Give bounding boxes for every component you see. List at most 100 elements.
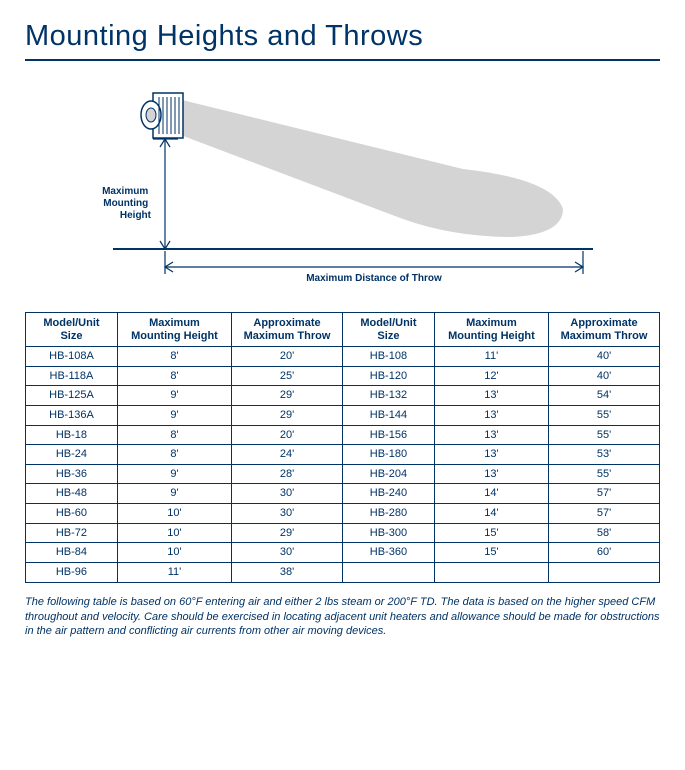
footnote: The following table is based on 60°F ent… xyxy=(25,595,660,640)
title-rule xyxy=(25,59,660,61)
table-cell: HB-118A xyxy=(26,366,118,386)
unit-heater-icon xyxy=(141,93,183,138)
table-cell: 25' xyxy=(232,366,343,386)
col-throw-left: ApproximateMaximum Throw xyxy=(232,313,343,347)
table-row: HB-8410'30'HB-36015'60' xyxy=(26,543,660,563)
table-cell: HB-18 xyxy=(26,425,118,445)
table-row: HB-489'30'HB-24014'57' xyxy=(26,484,660,504)
table-cell: HB-24 xyxy=(26,445,118,465)
col-height-left: MaximumMounting Height xyxy=(117,313,231,347)
table-cell: HB-72 xyxy=(26,523,118,543)
table-cell: 30' xyxy=(232,504,343,524)
table-cell: HB-240 xyxy=(342,484,434,504)
table-row: HB-108A8'20'HB-10811'40' xyxy=(26,347,660,367)
table-cell: 9' xyxy=(117,405,231,425)
table-cell: HB-360 xyxy=(342,543,434,563)
throw-distance-dimension xyxy=(165,251,583,274)
table-cell: 11' xyxy=(117,563,231,583)
table-cell: 8' xyxy=(117,347,231,367)
table-cell: 29' xyxy=(232,523,343,543)
table-cell: 12' xyxy=(434,366,548,386)
table-cell: HB-84 xyxy=(26,543,118,563)
table-row: HB-136A9'29'HB-14413'55' xyxy=(26,405,660,425)
table-row: HB-6010'30'HB-28014'57' xyxy=(26,504,660,524)
table-cell: 14' xyxy=(434,484,548,504)
table-cell: 14' xyxy=(434,504,548,524)
col-model-right: Model/UnitSize xyxy=(342,313,434,347)
table-cell: HB-280 xyxy=(342,504,434,524)
table-cell: HB-180 xyxy=(342,445,434,465)
airflow-plume xyxy=(178,99,563,237)
table-cell: HB-36 xyxy=(26,464,118,484)
col-height-right: MaximumMounting Height xyxy=(434,313,548,347)
table-row: HB-118A8'25'HB-12012'40' xyxy=(26,366,660,386)
col-throw-right: ApproximateMaximum Throw xyxy=(549,313,660,347)
table-cell: 58' xyxy=(549,523,660,543)
table-cell: HB-125A xyxy=(26,386,118,406)
table-cell: HB-136A xyxy=(26,405,118,425)
table-cell: HB-48 xyxy=(26,484,118,504)
table-cell: 55' xyxy=(549,464,660,484)
table-cell: 9' xyxy=(117,464,231,484)
table-cell xyxy=(434,563,548,583)
table-cell xyxy=(342,563,434,583)
table-cell: 30' xyxy=(232,484,343,504)
table-cell: 9' xyxy=(117,386,231,406)
table-cell: 54' xyxy=(549,386,660,406)
table-cell: 20' xyxy=(232,425,343,445)
table-cell: 38' xyxy=(232,563,343,583)
table-cell: HB-108 xyxy=(342,347,434,367)
table-cell: 24' xyxy=(232,445,343,465)
table-cell: 20' xyxy=(232,347,343,367)
table-cell: 13' xyxy=(434,386,548,406)
table-cell: HB-132 xyxy=(342,386,434,406)
table-cell: 13' xyxy=(434,405,548,425)
table-cell: 57' xyxy=(549,504,660,524)
table-cell: 15' xyxy=(434,543,548,563)
table-cell: 40' xyxy=(549,366,660,386)
throw-diagram: Maximum Mounting Height Maximum Distance… xyxy=(83,79,603,294)
table-cell: 53' xyxy=(549,445,660,465)
table-cell: 55' xyxy=(549,425,660,445)
table-cell: 10' xyxy=(117,543,231,563)
table-cell: 15' xyxy=(434,523,548,543)
spec-table: Model/UnitSize MaximumMounting Height Ap… xyxy=(25,312,660,583)
table-cell: 29' xyxy=(232,386,343,406)
table-row: HB-7210'29'HB-30015'58' xyxy=(26,523,660,543)
table-cell: 8' xyxy=(117,425,231,445)
page-title: Mounting Heights and Throws xyxy=(25,20,660,53)
table-cell: 10' xyxy=(117,504,231,524)
table-row: HB-125A9'29'HB-13213'54' xyxy=(26,386,660,406)
table-cell: HB-60 xyxy=(26,504,118,524)
table-cell: HB-108A xyxy=(26,347,118,367)
col-model-left: Model/UnitSize xyxy=(26,313,118,347)
mounting-height-dimension xyxy=(153,139,178,249)
table-row: HB-248'24'HB-18013'53' xyxy=(26,445,660,465)
table-cell: 29' xyxy=(232,405,343,425)
table-cell: HB-96 xyxy=(26,563,118,583)
table-cell xyxy=(549,563,660,583)
table-row: HB-369'28'HB-20413'55' xyxy=(26,464,660,484)
table-row: HB-9611'38' xyxy=(26,563,660,583)
table-cell: 28' xyxy=(232,464,343,484)
table-cell: 13' xyxy=(434,445,548,465)
table-cell: HB-144 xyxy=(342,405,434,425)
spec-thead: Model/UnitSize MaximumMounting Height Ap… xyxy=(26,313,660,347)
table-cell: 8' xyxy=(117,445,231,465)
table-row: HB-188'20'HB-15613'55' xyxy=(26,425,660,445)
table-cell: HB-156 xyxy=(342,425,434,445)
mounting-height-label: Maximum Mounting Height xyxy=(102,186,152,221)
table-cell: 55' xyxy=(549,405,660,425)
table-cell: 13' xyxy=(434,464,548,484)
table-cell: 9' xyxy=(117,484,231,504)
table-cell: 10' xyxy=(117,523,231,543)
table-cell: 40' xyxy=(549,347,660,367)
table-cell: 11' xyxy=(434,347,548,367)
table-cell: 60' xyxy=(549,543,660,563)
table-cell: 8' xyxy=(117,366,231,386)
table-cell: 57' xyxy=(549,484,660,504)
table-cell: HB-204 xyxy=(342,464,434,484)
throw-distance-label: Maximum Distance of Throw xyxy=(306,273,442,284)
table-cell: 13' xyxy=(434,425,548,445)
table-cell: HB-120 xyxy=(342,366,434,386)
